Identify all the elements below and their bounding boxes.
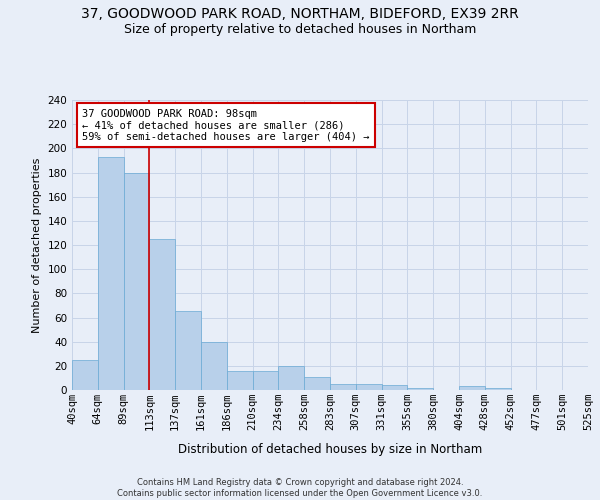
Bar [253, 370, 278, 390]
Text: Contains HM Land Registry data © Crown copyright and database right 2024.
Contai: Contains HM Land Registry data © Crown c… [118, 478, 482, 498]
Bar [98, 157, 124, 390]
Text: Distribution of detached houses by size in Northam: Distribution of detached houses by size … [178, 442, 482, 456]
Bar [407, 388, 433, 390]
Bar [356, 384, 382, 390]
Bar [459, 386, 485, 390]
Bar [278, 366, 304, 390]
Text: 37, GOODWOOD PARK ROAD, NORTHAM, BIDEFORD, EX39 2RR: 37, GOODWOOD PARK ROAD, NORTHAM, BIDEFOR… [81, 8, 519, 22]
Bar [175, 312, 201, 390]
Bar [382, 385, 407, 390]
Text: Size of property relative to detached houses in Northam: Size of property relative to detached ho… [124, 22, 476, 36]
Bar [227, 370, 253, 390]
Bar [304, 376, 330, 390]
Bar [124, 172, 149, 390]
Bar [201, 342, 227, 390]
Bar [149, 239, 175, 390]
Bar [72, 360, 98, 390]
Bar [330, 384, 356, 390]
Y-axis label: Number of detached properties: Number of detached properties [32, 158, 42, 332]
Bar [485, 388, 511, 390]
Text: 37 GOODWOOD PARK ROAD: 98sqm
← 41% of detached houses are smaller (286)
59% of s: 37 GOODWOOD PARK ROAD: 98sqm ← 41% of de… [82, 108, 370, 142]
